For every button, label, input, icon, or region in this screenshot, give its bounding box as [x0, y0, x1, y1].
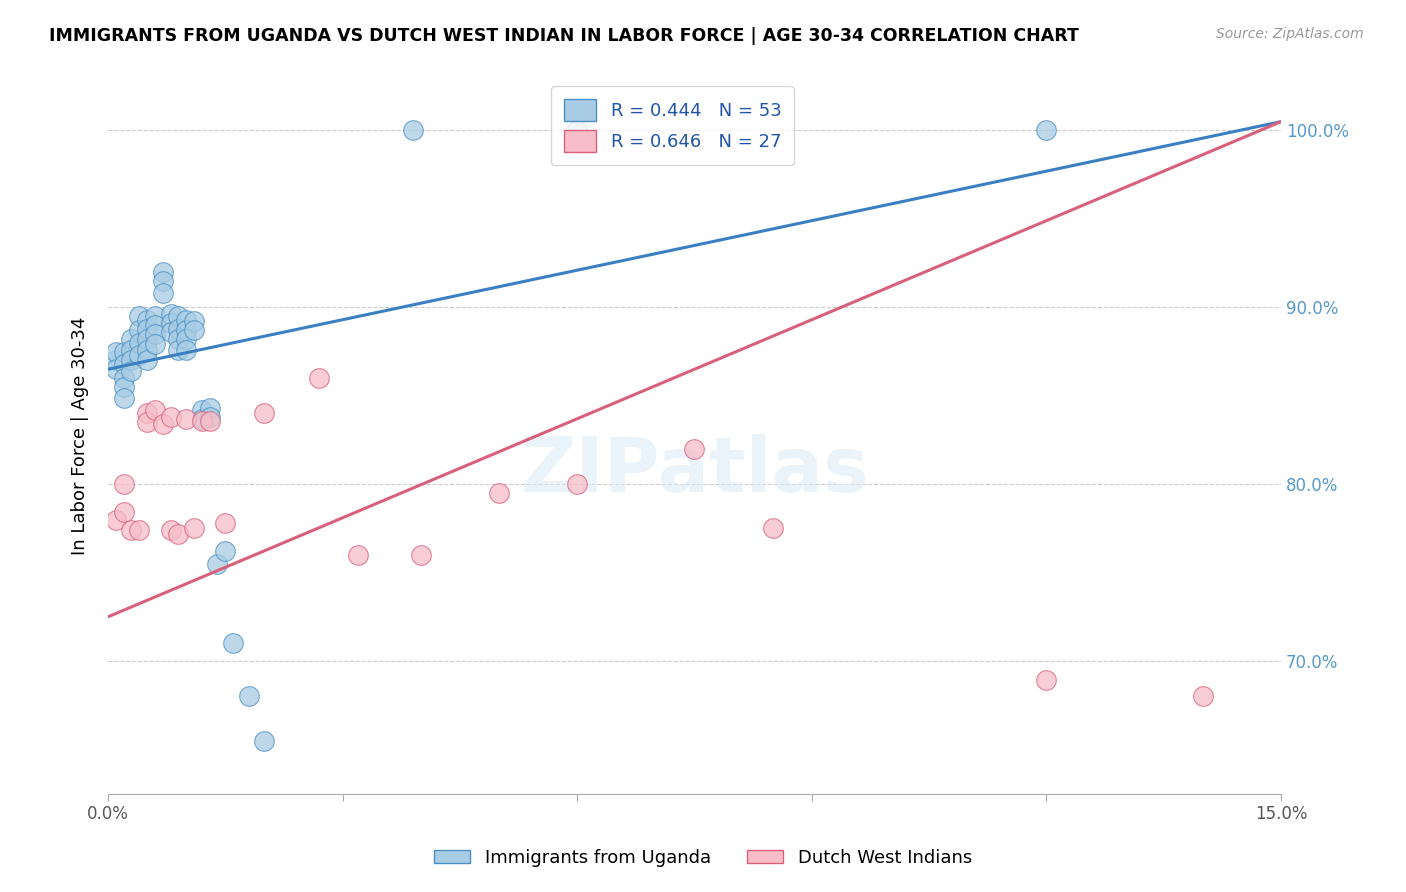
Point [183, 314, 205, 328]
Point [174, 312, 197, 326]
Point [128, 323, 150, 337]
Point [1191, 690, 1213, 704]
Point [104, 344, 127, 359]
Point [136, 343, 159, 357]
Point [143, 309, 166, 323]
Point [402, 123, 425, 137]
Point [167, 309, 190, 323]
Legend: Immigrants from Uganda, Dutch West Indians: Immigrants from Uganda, Dutch West India… [427, 842, 979, 874]
Point [120, 364, 142, 378]
Point [120, 523, 142, 537]
Point [136, 353, 159, 368]
Point [128, 348, 150, 362]
Point [104, 362, 127, 376]
Point [143, 318, 166, 332]
Point [174, 332, 197, 346]
Point [683, 442, 706, 456]
Point [143, 337, 166, 351]
Point [174, 343, 197, 357]
Point [198, 413, 221, 427]
Point [159, 316, 181, 330]
Point [253, 407, 276, 421]
Point [214, 544, 236, 558]
Point [347, 548, 370, 562]
Point [112, 371, 135, 385]
Point [167, 321, 190, 335]
Point [1035, 673, 1057, 688]
Point [214, 516, 236, 530]
Point [128, 335, 150, 350]
Point [174, 411, 197, 425]
Point [308, 371, 330, 385]
Point [136, 332, 159, 346]
Point [112, 506, 135, 520]
Point [120, 353, 142, 368]
Point [136, 312, 159, 326]
Point [183, 521, 205, 535]
Text: Source: ZipAtlas.com: Source: ZipAtlas.com [1216, 27, 1364, 41]
Point [1035, 123, 1057, 137]
Point [112, 391, 135, 405]
Legend: R = 0.444   N = 53, R = 0.646   N = 27: R = 0.444 N = 53, R = 0.646 N = 27 [551, 87, 794, 165]
Point [136, 415, 159, 429]
Point [159, 409, 181, 424]
Point [191, 403, 214, 417]
Point [167, 343, 190, 357]
Point [152, 265, 174, 279]
Point [159, 325, 181, 339]
Point [238, 690, 260, 704]
Point [136, 407, 159, 421]
Point [112, 344, 135, 359]
Point [120, 332, 142, 346]
Point [112, 357, 135, 371]
Point [198, 409, 221, 424]
Point [191, 413, 214, 427]
Point [409, 548, 432, 562]
Point [567, 123, 589, 137]
Point [183, 323, 205, 337]
Point [207, 557, 229, 571]
Point [198, 401, 221, 416]
Point [136, 321, 159, 335]
Point [567, 477, 589, 491]
Point [152, 274, 174, 288]
Point [143, 403, 166, 417]
Point [152, 286, 174, 301]
Text: IMMIGRANTS FROM UGANDA VS DUTCH WEST INDIAN IN LABOR FORCE | AGE 30-34 CORRELATI: IMMIGRANTS FROM UGANDA VS DUTCH WEST IND… [49, 27, 1078, 45]
Point [159, 523, 181, 537]
Point [152, 417, 174, 431]
Point [167, 332, 190, 346]
Point [104, 512, 127, 526]
Point [120, 343, 142, 357]
Text: ZIPatlas: ZIPatlas [520, 434, 869, 508]
Point [253, 733, 276, 747]
Point [128, 523, 150, 537]
Point [159, 307, 181, 321]
Point [167, 526, 190, 541]
Y-axis label: In Labor Force | Age 30-34: In Labor Force | Age 30-34 [72, 317, 89, 555]
Point [174, 323, 197, 337]
Point [112, 477, 135, 491]
Point [762, 521, 785, 535]
Point [128, 309, 150, 323]
Point [222, 636, 245, 650]
Point [488, 486, 510, 500]
Point [104, 353, 127, 368]
Point [143, 326, 166, 341]
Point [112, 380, 135, 394]
Point [191, 411, 214, 425]
